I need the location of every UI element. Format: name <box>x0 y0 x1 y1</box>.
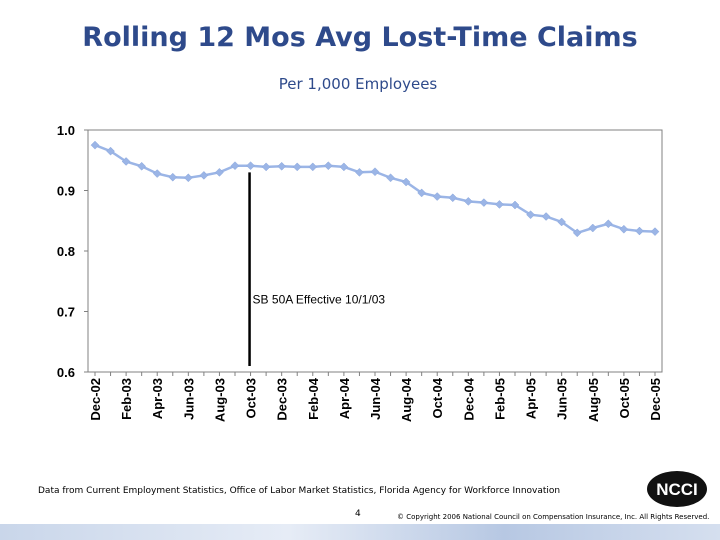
x-tick-label: Dec-03 <box>275 378 290 421</box>
x-tick-label: Oct-03 <box>244 378 259 418</box>
line-chart: 1.0 0.9 0.8 0.7 0.6 Dec-02 Feb-03 Apr-03 Jun-03… <box>57 123 663 422</box>
data-point <box>603 219 613 229</box>
y-axis: 1.0 0.9 0.8 0.7 0.6 <box>57 123 88 380</box>
x-axis: Dec-02 Feb-03 Apr-03 Jun-03 Aug-03 Oct-03 Dec-… <box>88 372 663 422</box>
data-point <box>401 177 411 187</box>
plot-area <box>87 129 663 373</box>
data-point <box>137 161 147 171</box>
data-point <box>432 192 442 201</box>
y-tick-label: 0.9 <box>57 184 75 199</box>
series-line-group <box>90 140 660 238</box>
ncci-logo: NCCI <box>647 471 707 507</box>
x-tick-label: Dec-04 <box>461 377 476 420</box>
data-point <box>215 167 224 177</box>
x-tick-label: Oct-05 <box>617 378 632 418</box>
x-tick-label: Dec-02 <box>88 378 103 421</box>
x-tick-label: Apr-03 <box>150 378 165 419</box>
x-tick-label: Jun-04 <box>368 377 383 420</box>
data-point <box>277 161 287 171</box>
y-tick-label: 0.8 <box>57 244 75 259</box>
y-tick-label: 1.0 <box>57 123 75 138</box>
x-tick-label: Apr-04 <box>337 377 352 419</box>
page-number: 4 <box>355 509 361 519</box>
data-point <box>90 140 100 150</box>
y-tick-label: 0.7 <box>57 305 75 320</box>
data-point <box>292 162 302 172</box>
x-tick-label: Jun-03 <box>181 378 196 420</box>
data-point <box>417 188 427 198</box>
x-tick-label: Aug-04 <box>399 377 414 422</box>
x-tick-label: Feb-04 <box>306 377 321 420</box>
data-point <box>106 146 115 156</box>
data-point <box>230 161 240 171</box>
annotation-label: SB 50A Effective 10/1/03 <box>253 292 386 306</box>
data-point <box>588 223 598 233</box>
logo-text: NCCI <box>656 480 698 499</box>
data-point <box>386 173 395 183</box>
data-source-note: Data from Current Employment Statistics,… <box>38 486 561 496</box>
data-point <box>463 197 473 206</box>
data-point <box>479 198 489 207</box>
data-point <box>339 162 349 172</box>
data-point <box>526 210 535 220</box>
x-tick-label: Jun-05 <box>555 378 570 420</box>
annotation: SB 50A Effective 10/1/03 <box>248 172 386 366</box>
x-tick-label: Dec-05 <box>648 378 663 421</box>
x-tick-label: Apr-05 <box>524 378 539 419</box>
y-tick-label: 0.6 <box>57 365 75 380</box>
data-point <box>619 224 629 234</box>
x-tick-label: Oct-04 <box>430 377 445 418</box>
x-tick-label: Aug-05 <box>586 378 601 422</box>
x-tick-label: Feb-03 <box>119 378 134 420</box>
data-point <box>183 173 193 183</box>
data-point <box>541 212 551 221</box>
chart-title: Rolling 12 Mos Avg Lost-Time Claims <box>82 22 638 53</box>
data-point <box>510 200 520 210</box>
series-line <box>94 143 656 235</box>
data-point <box>355 167 364 177</box>
data-point <box>635 226 644 236</box>
x-tick-label: Aug-03 <box>212 378 227 422</box>
data-point <box>448 193 458 203</box>
data-point <box>199 171 209 180</box>
data-point <box>121 157 131 166</box>
data-point <box>495 200 504 209</box>
data-point <box>370 167 380 177</box>
data-point <box>246 161 255 171</box>
data-point <box>152 169 162 178</box>
x-tick-label: Feb-05 <box>492 378 507 420</box>
footer-decorative-bar <box>0 524 720 540</box>
data-point <box>261 162 271 172</box>
data-point <box>308 162 318 172</box>
data-point <box>168 172 178 182</box>
copyright-notice: © Copyright 2006 National Council on Com… <box>397 513 710 521</box>
data-point <box>323 161 333 171</box>
data-point <box>650 227 660 236</box>
chart-subtitle: Per 1,000 Employees <box>278 75 438 93</box>
data-point <box>572 228 582 238</box>
data-point <box>557 217 567 227</box>
